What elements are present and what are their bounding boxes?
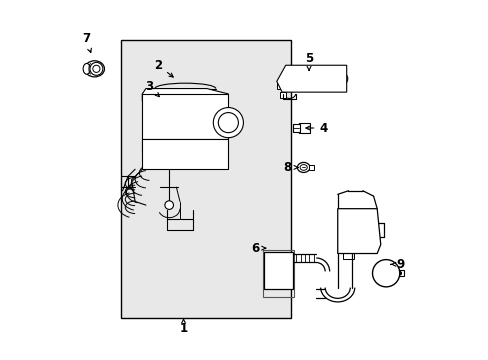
Ellipse shape — [297, 162, 309, 172]
Polygon shape — [142, 89, 228, 101]
Polygon shape — [337, 209, 380, 253]
Circle shape — [334, 72, 347, 85]
Circle shape — [90, 62, 102, 75]
Bar — [263, 250, 293, 297]
Circle shape — [164, 201, 173, 210]
Circle shape — [397, 271, 401, 275]
Bar — [343, 252, 353, 259]
Bar — [298, 123, 309, 134]
Ellipse shape — [84, 61, 104, 77]
Ellipse shape — [83, 63, 90, 74]
Bar — [276, 81, 284, 89]
Bar — [397, 270, 403, 276]
Text: 2: 2 — [154, 59, 173, 77]
Bar — [121, 40, 290, 318]
Bar — [292, 125, 299, 132]
Text: 6: 6 — [251, 242, 265, 255]
Bar — [343, 214, 369, 248]
Bar — [279, 92, 285, 98]
Bar — [264, 252, 292, 289]
Bar — [308, 165, 314, 170]
Text: 5: 5 — [305, 51, 312, 71]
Text: 8: 8 — [283, 161, 297, 174]
Bar — [142, 139, 228, 169]
Text: 9: 9 — [390, 258, 404, 271]
Text: 3: 3 — [145, 80, 159, 96]
Circle shape — [372, 260, 399, 287]
Polygon shape — [276, 65, 346, 92]
Bar — [142, 94, 228, 139]
Circle shape — [213, 108, 243, 138]
Circle shape — [218, 113, 238, 133]
Text: 1: 1 — [179, 319, 187, 335]
Text: 4: 4 — [305, 122, 327, 135]
Text: 7: 7 — [82, 32, 91, 53]
